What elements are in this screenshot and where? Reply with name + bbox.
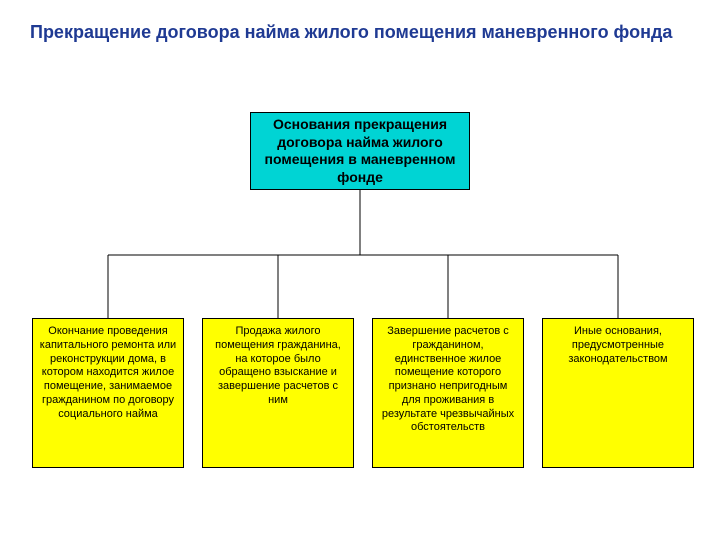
root-node: Основания прекращения договора найма жил… [250,112,470,190]
child-node-0: Окончание проведения капитального ремонт… [32,318,184,468]
child-node-label: Иные основания, предусмотренные законода… [549,325,687,366]
child-node-3: Иные основания, предусмотренные законода… [542,318,694,468]
page-title: Прекращение договора найма жилого помеще… [30,22,690,43]
child-node-label: Окончание проведения капитального ремонт… [39,325,177,421]
child-node-label: Завершение расчетов с гражданином, единс… [379,325,517,435]
root-node-label: Основания прекращения договора найма жил… [257,116,463,186]
child-node-label: Продажа жилого помещения гражданина, на … [209,325,347,408]
child-node-2: Завершение расчетов с гражданином, единс… [372,318,524,468]
child-node-1: Продажа жилого помещения гражданина, на … [202,318,354,468]
